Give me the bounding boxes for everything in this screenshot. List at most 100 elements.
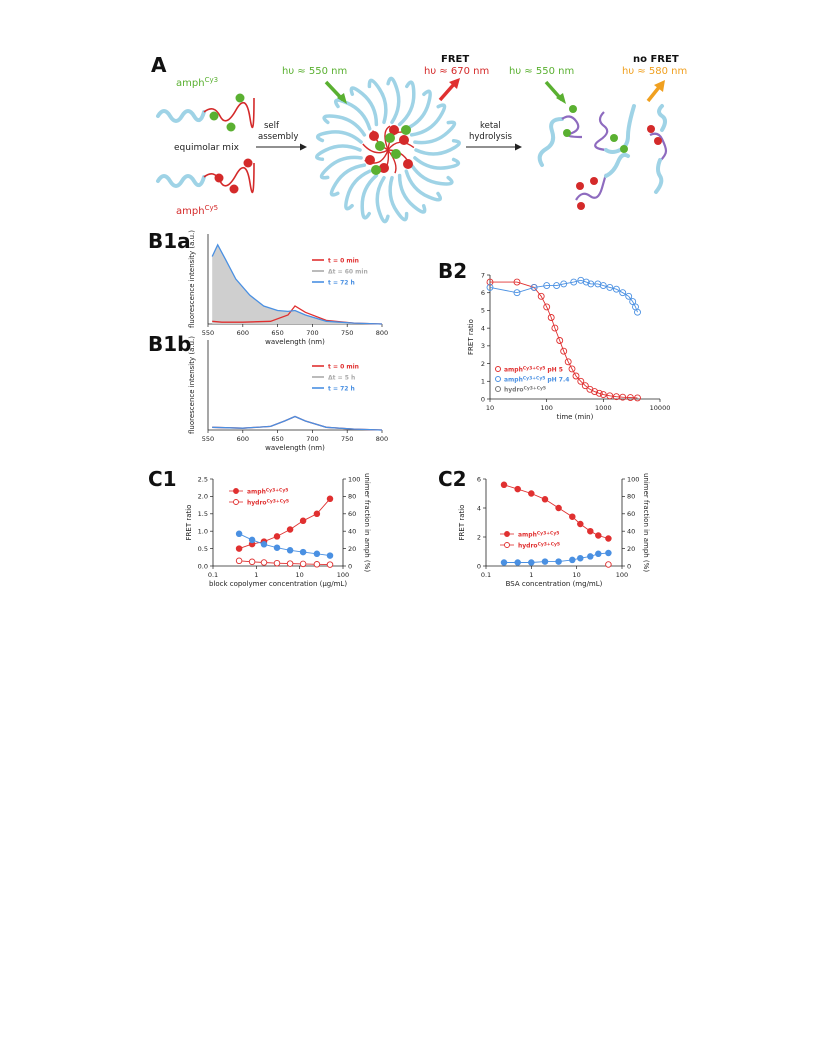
data-point bbox=[619, 393, 627, 401]
nofret-arrowhead bbox=[654, 80, 665, 92]
y-tick-label-left: 0.0 bbox=[198, 562, 208, 570]
data-point bbox=[528, 490, 535, 497]
micelle-cy5-dye bbox=[403, 159, 413, 169]
legend-label: t = 0 min bbox=[328, 258, 359, 265]
data-point bbox=[634, 308, 641, 316]
micelle-corona-chain bbox=[404, 89, 432, 131]
micelle-corona-chain bbox=[367, 78, 388, 125]
fit-line bbox=[503, 484, 609, 539]
series-line bbox=[212, 415, 383, 431]
y-tick-label-right: 0 bbox=[627, 562, 631, 570]
y-tick-label: 3 bbox=[481, 342, 485, 350]
legend-label: hydroCy3+Cy5 bbox=[504, 385, 546, 393]
micelle-corona-chain bbox=[409, 103, 447, 137]
data-point bbox=[313, 510, 321, 518]
data-point bbox=[273, 544, 281, 551]
data-point bbox=[486, 278, 494, 286]
micelle-corona-chain bbox=[397, 173, 427, 214]
y-tick-label-right: 100 bbox=[627, 475, 639, 483]
y-tick-label-right: 20 bbox=[348, 545, 356, 553]
data-point bbox=[260, 541, 268, 548]
x-axis-title: BSA concentration (mg/mL) bbox=[506, 580, 603, 588]
legend-label: hydroCy3+Cy5 bbox=[518, 541, 560, 549]
legend-label: t = 72 h bbox=[328, 386, 355, 393]
micelle-corona-chain bbox=[315, 130, 363, 144]
excitation-label-2: hυ ≈ 550 nm bbox=[509, 66, 574, 77]
micelle-corona-chain bbox=[319, 155, 363, 180]
data-point bbox=[286, 526, 294, 533]
micelle-corona-chain bbox=[322, 114, 367, 137]
micelle-corona-chain bbox=[413, 120, 457, 145]
legend-label: t = 0 min bbox=[328, 364, 359, 371]
legend-label: Δt = 60 min bbox=[328, 269, 368, 276]
data-point bbox=[555, 558, 562, 565]
legend-marker bbox=[233, 499, 239, 505]
micelle-corona-chain bbox=[386, 76, 401, 125]
x-tick-label: 800 bbox=[376, 435, 388, 443]
y-tick-label-left: 2.5 bbox=[198, 475, 208, 483]
excitation-label-1: hυ ≈ 550 nm bbox=[282, 66, 347, 77]
fret-emission-label: hυ ≈ 670 nm bbox=[424, 66, 489, 77]
data-point bbox=[599, 282, 607, 290]
micelle-corona-chain bbox=[360, 173, 379, 220]
data-point bbox=[560, 280, 568, 288]
data-point bbox=[326, 561, 334, 568]
micelle-corona-chain bbox=[404, 169, 442, 202]
x-tick-label: 800 bbox=[376, 329, 388, 337]
legend-label: amphCy3+Cy5 bbox=[247, 487, 288, 495]
y-tick-label-right: 60 bbox=[627, 510, 635, 518]
x-axis-title: time (min) bbox=[557, 413, 594, 421]
panel-label-b1b: B1b bbox=[148, 332, 191, 356]
data-point bbox=[634, 394, 641, 402]
x-axis-title: block copolymer concentration (μg/mL) bbox=[209, 580, 347, 588]
micelle-core-chain bbox=[362, 143, 389, 154]
data-point bbox=[626, 394, 634, 402]
y-tick-label-left: 1.5 bbox=[198, 510, 208, 518]
data-point bbox=[577, 377, 585, 385]
amph-cy5-polymer bbox=[156, 158, 255, 194]
data-point bbox=[313, 561, 321, 568]
x-tick-label: 700 bbox=[306, 329, 318, 337]
x-tick-label: 10 bbox=[486, 404, 494, 412]
y-tick-label-right: 80 bbox=[348, 493, 356, 501]
y-tick-label: 6 bbox=[481, 289, 485, 297]
data-point bbox=[541, 496, 549, 503]
y-tick-label-left: 6 bbox=[477, 475, 481, 483]
micelle-cy3-dye bbox=[371, 165, 381, 175]
micelle-cy3-dye bbox=[385, 133, 395, 143]
micelle-cy5-dye bbox=[399, 135, 409, 145]
fit-line bbox=[504, 552, 609, 563]
micelle-corona-chain bbox=[397, 80, 416, 127]
micelle-cy5-dye bbox=[389, 125, 399, 135]
micelle-corona-chain bbox=[315, 144, 362, 162]
y-tick-label: 1 bbox=[481, 378, 485, 386]
data-point bbox=[248, 536, 256, 544]
data-point bbox=[595, 550, 602, 558]
y-tick-label-right: 100 bbox=[348, 475, 360, 483]
data-point bbox=[568, 365, 576, 373]
x-tick-label: 700 bbox=[306, 435, 318, 443]
y-axis-title-left: FRET ratio bbox=[185, 505, 193, 541]
series-line bbox=[211, 243, 383, 325]
y-tick-label: 0 bbox=[481, 395, 485, 403]
self-assembly-label-2: assembly bbox=[258, 132, 298, 142]
legend-marker bbox=[495, 376, 501, 382]
data-point bbox=[587, 553, 594, 560]
data-point bbox=[629, 298, 637, 306]
unimers bbox=[537, 104, 668, 210]
micelle-corona-chain bbox=[349, 86, 379, 127]
excitation-arrowhead-2 bbox=[556, 93, 566, 104]
data-point bbox=[587, 280, 595, 288]
data-point bbox=[605, 561, 612, 568]
fret-title: FRET bbox=[441, 54, 469, 65]
data-point bbox=[248, 558, 256, 566]
data-point bbox=[543, 282, 551, 290]
y-tick-label: 4 bbox=[481, 324, 485, 332]
excitation-arrowhead-1 bbox=[337, 93, 347, 104]
data-point bbox=[606, 283, 614, 291]
data-point bbox=[286, 560, 294, 567]
legend-label: amphCy3+Cy5 bbox=[518, 530, 559, 538]
panel-label-b1a: B1a bbox=[148, 229, 191, 253]
data-point bbox=[605, 535, 612, 542]
